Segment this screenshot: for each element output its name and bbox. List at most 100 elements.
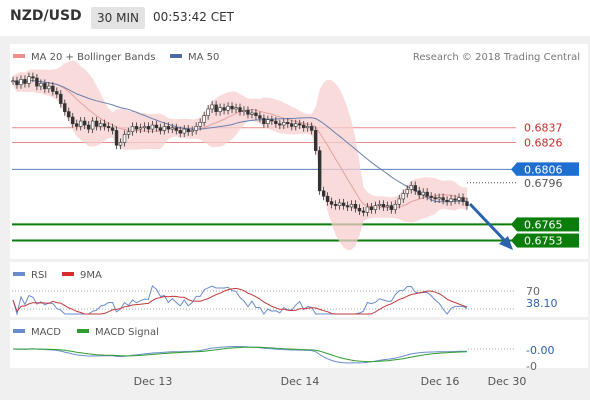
candle-body <box>86 124 91 130</box>
candle-body <box>465 201 469 206</box>
support-label-2: 0.6753 <box>524 235 563 248</box>
candle-body <box>79 120 83 127</box>
signal-legend-swatch <box>77 329 89 333</box>
candle-body <box>369 206 374 210</box>
candle-body <box>118 142 123 146</box>
candle-body <box>298 123 302 126</box>
candle-body <box>222 107 226 111</box>
rsi-value-box <box>517 296 579 309</box>
candle-body <box>158 127 163 131</box>
candle-body <box>309 126 314 131</box>
candle-body <box>373 205 378 210</box>
candle-body <box>198 122 202 127</box>
candle-body <box>218 107 222 112</box>
candle-body <box>425 191 429 197</box>
candle-body <box>170 127 174 130</box>
candle-body <box>126 131 131 135</box>
macd-value-box <box>517 343 579 356</box>
candle-body <box>110 127 115 131</box>
candle-body <box>206 108 210 116</box>
x-tick-dec30: Dec 30 <box>488 375 527 388</box>
candle-body <box>325 195 330 202</box>
rsi-70-label: 70 <box>526 285 540 298</box>
forecast-arrow-line <box>468 202 510 246</box>
resistance-label-2-box <box>517 135 579 150</box>
x-tick-dec14: Dec 14 <box>281 375 320 388</box>
rsi-legend-label: RSI <box>31 270 47 281</box>
candle-body <box>214 104 218 112</box>
rsi-panel <box>10 262 588 317</box>
candle-body <box>178 130 182 134</box>
rsi-ma-legend-label: 9MA <box>80 270 102 281</box>
candle-body <box>82 120 87 126</box>
candle-body <box>250 112 254 115</box>
candle-body <box>278 123 282 126</box>
candle-body <box>154 124 159 129</box>
signal-legend-label: MACD Signal <box>95 327 159 338</box>
candle-body <box>190 130 194 133</box>
candle-body <box>134 126 139 130</box>
candle-body <box>186 128 190 133</box>
support-label-2-box <box>517 233 579 248</box>
candle-body <box>333 203 338 206</box>
candle-body <box>385 205 390 208</box>
candle-body <box>405 189 409 194</box>
candle-body <box>270 119 274 122</box>
candle-body <box>286 122 290 125</box>
candle-body <box>345 205 350 208</box>
bollinger-band <box>13 60 467 251</box>
candle-body <box>11 80 15 83</box>
current-price-label: 0.6806 <box>524 163 563 176</box>
candle-body <box>142 126 147 129</box>
macd-zero-label: -0 <box>526 360 537 373</box>
macd-line <box>12 345 468 364</box>
candle-body <box>409 185 413 190</box>
rsi-value-label: 38.10 <box>526 297 558 310</box>
candle-body <box>226 105 230 111</box>
candle-body <box>290 123 294 127</box>
header-bar: NZD/USD 30 MIN 00:53:42 CET <box>0 0 590 36</box>
support-label-1-box <box>517 217 579 232</box>
candle-body <box>274 120 278 125</box>
support-label-2-pointer <box>511 233 517 248</box>
candle-body <box>55 91 59 95</box>
price-panel <box>10 44 588 259</box>
candle-body <box>365 206 370 213</box>
candle-body <box>63 103 67 112</box>
candle-body <box>43 83 47 90</box>
candle-body <box>114 130 119 146</box>
candle-body <box>19 79 23 86</box>
rsi-ma-line <box>12 287 468 315</box>
rsi-ma-legend-swatch <box>62 272 74 276</box>
candle-body <box>349 203 354 208</box>
candle-body <box>329 201 334 205</box>
forecast-arrow-head <box>499 236 513 250</box>
bb-legend-label: MA 20 + Bollinger Bands <box>31 52 155 63</box>
candle-body <box>306 126 310 129</box>
candle-body <box>429 195 433 198</box>
candle-body <box>90 120 95 130</box>
candle-body <box>27 76 31 84</box>
candle-body <box>317 150 322 192</box>
candle-body <box>254 112 258 116</box>
candle-body <box>302 124 306 129</box>
candle-body <box>122 134 127 143</box>
candle-body <box>210 104 214 110</box>
candle-body <box>321 190 326 197</box>
currency-pair: NZD/USD <box>10 8 82 24</box>
candle-body <box>433 197 437 200</box>
candle-body <box>357 208 362 212</box>
candle-body <box>341 202 346 206</box>
ma50-legend-swatch <box>170 54 182 58</box>
candle-body <box>449 198 453 202</box>
macd-panel <box>10 320 588 368</box>
timeframe-button[interactable]: 30 MIN <box>91 7 145 29</box>
ma50-legend-label: MA 50 <box>188 52 219 63</box>
candle-body <box>421 191 425 196</box>
candle-body <box>166 126 171 130</box>
candle-body <box>182 128 186 134</box>
last-price-label: 0.6796 <box>524 177 563 190</box>
candle-body <box>75 123 79 127</box>
candle-body <box>441 197 445 201</box>
